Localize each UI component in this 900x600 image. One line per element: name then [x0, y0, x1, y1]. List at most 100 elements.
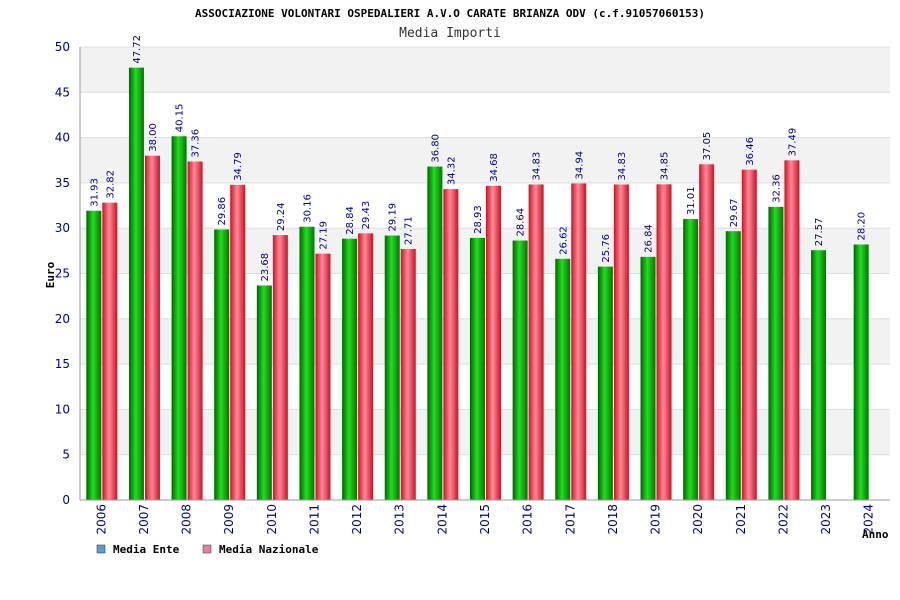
bar-media-ente-2009 — [214, 229, 230, 501]
y-tick-label: 30 — [55, 221, 70, 235]
data-label: 34.83 — [617, 152, 628, 181]
data-label: 34.79 — [233, 152, 244, 181]
bar-media-nazionale-2018 — [613, 184, 629, 501]
x-tick-label: 2008 — [180, 504, 194, 535]
bars-group — [86, 67, 869, 501]
bar-media-nazionale-2012 — [358, 233, 374, 500]
x-tick-label: 2020 — [691, 504, 705, 535]
data-label: 32.82 — [105, 170, 116, 199]
data-label: 31.93 — [89, 178, 100, 207]
bar-media-nazionale-2022 — [784, 160, 800, 500]
bar-media-nazionale-2009 — [230, 184, 246, 500]
bar-media-nazionale-2020 — [699, 164, 715, 500]
bar-media-ente-2017 — [555, 258, 571, 500]
x-axis-label: Anno — [862, 528, 889, 541]
y-tick-label: 15 — [55, 357, 70, 371]
x-tick-labels: 2006 2007 2008 2009 2010 2011 2012 2013 2014 2015… — [94, 504, 875, 535]
bar-media-nazionale-2006 — [102, 202, 118, 500]
bar-media-nazionale-2011 — [315, 253, 331, 500]
bar-media-nazionale-2010 — [272, 235, 288, 500]
data-label: 29.43 — [361, 201, 372, 230]
data-label: 27.71 — [404, 216, 415, 245]
y-tick-label: 0 — [62, 493, 70, 507]
x-tick-label: 2010 — [265, 504, 279, 535]
data-label: 37.49 — [787, 128, 798, 157]
chart-subtitle: Media Importi — [399, 26, 501, 41]
bar-media-nazionale-2016 — [528, 184, 544, 501]
y-tick-label: 35 — [55, 176, 70, 190]
data-label: 29.19 — [388, 203, 399, 232]
data-label: 27.19 — [318, 221, 329, 250]
data-label: 38.00 — [148, 123, 159, 152]
data-label: 28.84 — [345, 206, 356, 235]
legend-swatch-media-ente — [96, 544, 106, 554]
bar-media-ente-2008 — [171, 136, 187, 500]
data-label: 23.68 — [260, 253, 271, 282]
data-label: 36.46 — [745, 137, 756, 166]
bar-media-ente-2010 — [256, 285, 272, 500]
data-label: 37.36 — [191, 129, 202, 158]
x-tick-label: 2023 — [819, 504, 833, 535]
data-label: 26.84 — [644, 224, 655, 253]
data-label: 28.20 — [857, 212, 868, 241]
bar-media-ente-2024 — [853, 244, 869, 500]
x-tick-label: 2021 — [734, 504, 748, 535]
data-label: 47.72 — [132, 35, 143, 64]
x-tick-label: 2011 — [307, 504, 321, 535]
bar-media-ente-2019 — [640, 256, 656, 500]
data-label: 28.64 — [516, 208, 527, 237]
legend-swatch-media-nazionale — [202, 544, 212, 554]
bar-media-ente-2015 — [470, 237, 485, 500]
bar-media-nazionale-2013 — [400, 248, 416, 500]
x-tick-label: 2009 — [222, 504, 236, 535]
x-tick-label: 2016 — [521, 504, 535, 535]
bar-media-nazionale-2015 — [486, 185, 501, 500]
x-tick-label: 2012 — [350, 504, 364, 535]
y-tick-label: 10 — [55, 402, 70, 416]
y-axis-label: Euro — [44, 261, 57, 288]
data-label: 30.16 — [302, 194, 313, 223]
bar-media-nazionale-2014 — [443, 189, 459, 501]
data-label: 36.80 — [430, 134, 441, 163]
x-tick-label: 2015 — [478, 504, 492, 535]
bar-media-ente-2006 — [86, 210, 102, 500]
data-label: 28.93 — [473, 205, 484, 234]
y-tick-label: 5 — [62, 448, 70, 462]
bar-media-nazionale-2008 — [187, 161, 203, 500]
x-tick-label: 2019 — [649, 504, 663, 535]
x-tick-label: 2014 — [435, 504, 449, 535]
data-label: 25.76 — [601, 234, 612, 263]
legend: Media Ente Media Nazionale — [96, 543, 319, 556]
plot-band — [80, 92, 890, 138]
data-label: 34.83 — [532, 152, 543, 181]
legend-label-media-nazionale: Media Nazionale — [219, 543, 319, 556]
data-label: 37.05 — [702, 132, 713, 161]
y-tick-label: 40 — [55, 131, 70, 145]
x-tick-label: 2022 — [776, 504, 790, 535]
data-label: 29.67 — [729, 199, 740, 228]
data-label: 40.15 — [175, 104, 186, 133]
legend-label-media-ente: Media Ente — [113, 543, 180, 556]
data-label: 31.01 — [686, 186, 697, 215]
bar-media-ente-2014 — [427, 166, 443, 501]
data-label: 29.86 — [217, 197, 228, 226]
value-labels-group: 31.93 32.82 47.72 38.00 40.15 37.36 29.86 34.79… — [89, 35, 867, 281]
x-tick-label: 2017 — [563, 504, 577, 535]
y-tick-label: 20 — [55, 312, 70, 326]
y-tick-label: 25 — [55, 267, 70, 281]
bar-media-ente-2012 — [342, 238, 358, 500]
bar-media-ente-2018 — [597, 266, 613, 500]
bar-media-nazionale-2021 — [741, 169, 757, 500]
plot-band — [80, 47, 890, 93]
bar-media-ente-2021 — [725, 231, 741, 500]
x-tick-label: 2018 — [606, 504, 620, 535]
data-label: 32.36 — [771, 174, 782, 203]
x-tick-label: 2006 — [94, 504, 108, 535]
bar-media-nazionale-2019 — [656, 184, 672, 500]
data-label: 34.68 — [489, 153, 500, 182]
bar-media-ente-2007 — [128, 67, 144, 500]
data-label: 26.62 — [558, 226, 569, 255]
bar-media-ente-2016 — [512, 240, 528, 500]
y-tick-label: 45 — [55, 85, 70, 99]
